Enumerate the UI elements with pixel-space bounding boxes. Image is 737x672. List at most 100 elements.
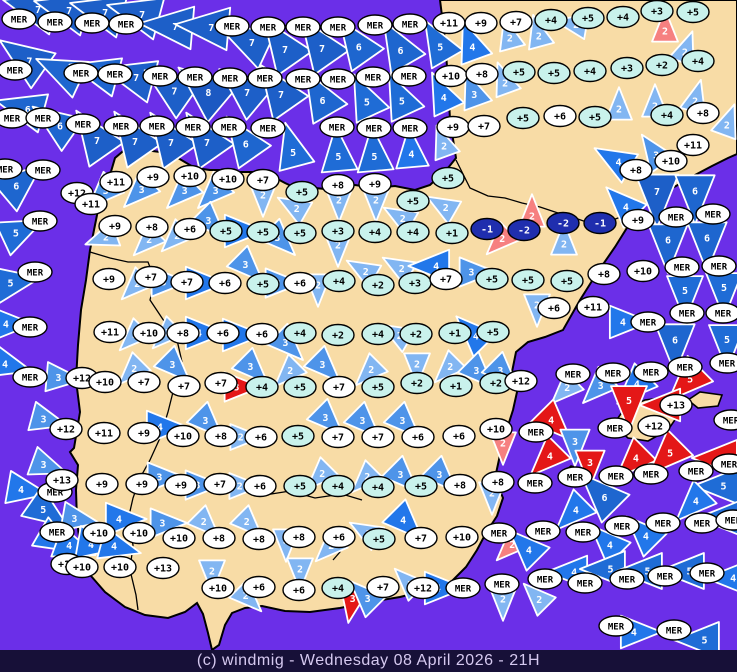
wind-speed-label: 2 bbox=[509, 540, 515, 551]
wind-triangle bbox=[555, 488, 598, 531]
wind-speed-label: 3 bbox=[497, 366, 503, 377]
temperature-text: +7 bbox=[478, 122, 490, 133]
sea-label-ellipse bbox=[12, 316, 48, 338]
wind-speed-label: 3 bbox=[139, 185, 145, 196]
sea-label-ellipse bbox=[598, 615, 634, 637]
temperature-ellipse bbox=[396, 220, 430, 244]
sea-label-ellipse bbox=[175, 116, 211, 138]
wind-speed-label: 4 bbox=[18, 485, 24, 496]
temperature-ellipse bbox=[321, 576, 355, 600]
wind-speed-label: 4 bbox=[620, 318, 626, 329]
wind-speed-label: 6 bbox=[601, 493, 607, 504]
wind-triangle bbox=[424, 19, 464, 70]
wind-speed-label: 5 bbox=[40, 505, 46, 516]
sea-label-ellipse bbox=[527, 568, 563, 590]
temperature-text: +4 bbox=[294, 329, 306, 340]
temperature-text: +7 bbox=[372, 433, 384, 444]
wind-speed-label: 3 bbox=[399, 416, 405, 427]
sea-label-ellipse bbox=[689, 562, 725, 584]
temperature-ellipse bbox=[322, 269, 356, 293]
wind-triangle bbox=[529, 434, 572, 477]
temperature-text: +2 bbox=[411, 379, 423, 390]
wind-speed-label: 2 bbox=[103, 232, 109, 243]
wind-triangle bbox=[522, 582, 557, 617]
temperature-ellipse bbox=[204, 371, 238, 395]
wind-speed-label: 2 bbox=[536, 32, 542, 43]
wind-speed-label: 2 bbox=[441, 142, 447, 153]
temperature-text: +5 bbox=[294, 229, 306, 240]
wind-speed-label: 4 bbox=[730, 574, 736, 585]
wind-triangle bbox=[59, 501, 100, 532]
wind-speed-label: 5 bbox=[721, 283, 727, 294]
wind-speed-label: 7 bbox=[66, 6, 72, 17]
wind-speed-label: 2 bbox=[534, 300, 540, 311]
wind-speed-label: 5 bbox=[667, 448, 673, 459]
wind-speed-label: 4 bbox=[3, 320, 9, 331]
wind-speed-label: 3 bbox=[213, 186, 219, 197]
sea-label-ellipse bbox=[517, 472, 553, 494]
temperature-text: +13 bbox=[667, 401, 685, 412]
temperature-text: +6 bbox=[255, 433, 267, 444]
temperature-ellipse bbox=[464, 11, 498, 35]
wind-speed-label: 7 bbox=[208, 23, 214, 34]
temperature-text: +4 bbox=[332, 584, 344, 595]
wind-triangle bbox=[302, 344, 341, 383]
sea-label-ellipse bbox=[647, 565, 683, 587]
temperature-ellipse bbox=[244, 425, 278, 449]
temperature-ellipse bbox=[626, 259, 660, 283]
temperature-ellipse bbox=[201, 576, 235, 600]
temperature-ellipse bbox=[204, 424, 238, 448]
temperature-text: +5 bbox=[487, 328, 499, 339]
sea-label-text: MER bbox=[49, 529, 66, 539]
wind-speed-label: 7 bbox=[94, 136, 100, 147]
sea-label-text: MER bbox=[494, 581, 511, 591]
temperature-ellipse bbox=[166, 424, 200, 448]
temperature-text: +5 bbox=[294, 482, 306, 493]
sea-label-text: MER bbox=[643, 369, 660, 379]
temperature-text: +6 bbox=[554, 112, 566, 123]
sea-label-ellipse bbox=[355, 66, 391, 88]
wind-speed-label: 6 bbox=[243, 140, 249, 151]
temperature-ellipse bbox=[167, 374, 201, 398]
temperature-ellipse bbox=[587, 262, 621, 286]
wind-triangle bbox=[559, 428, 591, 468]
wind-speed-label: 3 bbox=[247, 362, 253, 373]
temperature-text: +5 bbox=[294, 383, 306, 394]
temperature-ellipse bbox=[467, 114, 501, 138]
temperature-ellipse bbox=[282, 525, 316, 549]
wind-speed-label: 4 bbox=[607, 540, 613, 551]
sea-label-text: MER bbox=[677, 364, 694, 374]
wind-speed-label: 2 bbox=[447, 362, 453, 373]
wind-speed-label: 7 bbox=[133, 73, 139, 84]
wind-speed-label: 4 bbox=[571, 568, 577, 579]
temperature-text: +4 bbox=[407, 228, 419, 239]
sea-label-text: MER bbox=[329, 124, 346, 134]
temperature-text: +8 bbox=[598, 270, 610, 281]
temperature-text: +4 bbox=[661, 111, 673, 122]
temperature-ellipse bbox=[203, 472, 237, 496]
wind-speed-label: 6 bbox=[57, 121, 63, 132]
sea-label-text: MER bbox=[723, 417, 737, 427]
temperature-ellipse bbox=[537, 296, 571, 320]
wind-speed-label: 2 bbox=[499, 234, 505, 245]
temperature-ellipse bbox=[404, 474, 438, 498]
sea-label-text: MER bbox=[491, 530, 508, 540]
temperature-text: +10 bbox=[219, 175, 237, 186]
temperature-ellipse bbox=[681, 49, 715, 73]
temperature-text: +5 bbox=[589, 113, 601, 124]
sea-label-text: MER bbox=[577, 580, 594, 590]
wind-speed-label: 2 bbox=[399, 264, 405, 275]
temperature-ellipse bbox=[429, 267, 463, 291]
wind-speed-label: 5 bbox=[371, 152, 377, 163]
wind-speed-label: 4 bbox=[469, 42, 475, 53]
wind-speed-label: 4 bbox=[633, 454, 639, 465]
temperature-ellipse bbox=[511, 268, 545, 292]
wind-triangle bbox=[278, 121, 316, 172]
wind-triangle bbox=[152, 344, 191, 383]
wind-triangle bbox=[403, 352, 431, 387]
wind-speed-label: 3 bbox=[397, 470, 403, 481]
temperature-ellipse bbox=[206, 321, 240, 345]
temperature-ellipse bbox=[283, 375, 317, 399]
wind-triangle bbox=[605, 86, 633, 121]
